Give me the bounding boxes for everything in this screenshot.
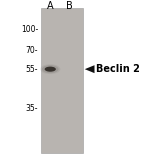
Polygon shape	[85, 65, 94, 73]
Bar	[40, 8, 82, 153]
Ellipse shape	[42, 65, 59, 73]
Text: 70-: 70-	[26, 46, 38, 55]
Text: 55-: 55-	[26, 65, 38, 74]
Text: A: A	[47, 1, 54, 10]
Ellipse shape	[40, 64, 60, 74]
Ellipse shape	[45, 67, 56, 72]
Text: 35-: 35-	[26, 104, 38, 113]
Text: Beclin 2: Beclin 2	[96, 64, 140, 74]
Text: 100-: 100-	[21, 25, 38, 34]
Text: B: B	[66, 1, 72, 10]
